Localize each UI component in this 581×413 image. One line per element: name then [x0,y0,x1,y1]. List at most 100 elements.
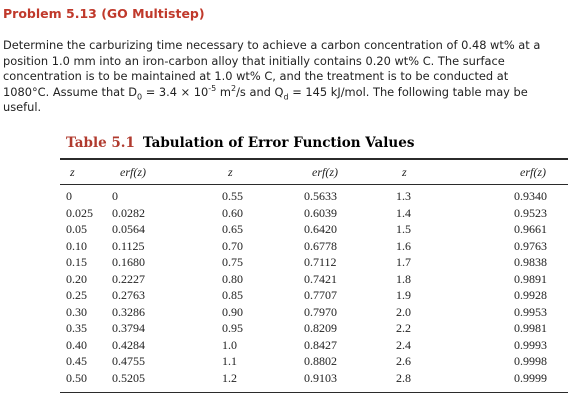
cell-erf: 0.9998 [514,354,547,368]
cell-erf: 0.8427 [304,337,337,352]
cell-erf: 0 [112,189,118,203]
cell-erf: 0.9523 [514,205,547,220]
header-erf: erf(z) [312,164,338,179]
cell-z: 1.1 [222,354,237,368]
cell-erf: 0.5633 [304,189,337,203]
header-z: z [228,164,233,179]
header-z: z [70,164,75,179]
table-body: 0 0 0.55 0.5633 1.3 0.9340 0.025 0.0282 0.60 0.60… [60,184,568,386]
table-title: Table 5.1 Tabulation of Error Function Va… [66,135,414,151]
table-number: Table 5.1 [66,135,135,151]
error-function-table: z erf(z) z erf(z) z erf(z) 0 0 0.55 0.5633 1… [60,160,568,386]
cell-z: 0.75 [222,255,243,269]
cell-z: 1.0 [222,337,237,352]
cell-erf: 0.5205 [112,370,145,385]
problem-title: Problem 5.13 (GO Multistep) [3,6,205,21]
statement-line-4: 1080°C. Assume that D0 = 3.4 × 10-5 m2/s… [3,83,528,102]
cell-erf: 0.9838 [514,255,547,269]
cell-z: 2.2 [396,321,411,335]
cell-z: 2.8 [396,370,411,385]
cell-z: 0.025 [66,205,93,220]
cell-z: 1.2 [222,370,237,385]
cell-z: 0.45 [66,354,87,368]
cell-erf: 0.9661 [514,222,547,236]
statement-qd-text: /s and Q [236,84,284,99]
statement-qd-value: = 145 kJ/mol. The following table may be [288,84,528,99]
cell-erf: 0.2763 [112,288,145,302]
cell-erf: 0.1680 [112,255,145,269]
cell-z: 1.3 [396,189,411,203]
table-header-row: z erf(z) z erf(z) z erf(z) [60,160,568,184]
cell-z: 2.4 [396,337,411,352]
table-row: 0.50 0.5205 1.2 0.9103 2.8 0.9999 [60,370,568,387]
cell-erf: 0.1125 [112,238,145,253]
table-row: 0.35 0.3794 0.95 0.8209 2.2 0.9981 [60,320,568,337]
header-erf: erf(z) [120,164,146,179]
table-row: 0 0 0.55 0.5633 1.3 0.9340 [60,184,568,205]
cell-z: 0.50 [66,370,87,385]
cell-z: 1.5 [396,222,411,236]
cell-z: 0.05 [66,222,87,236]
table-row: 0.10 0.1125 0.70 0.6778 1.6 0.9763 [60,238,568,255]
table-row: 0.30 0.3286 0.90 0.7970 2.0 0.9953 [60,304,568,321]
cell-z: 0.30 [66,304,87,319]
table-row: 0.025 0.0282 0.60 0.6039 1.4 0.9523 [60,205,568,222]
cell-erf: 0.9891 [514,271,547,286]
cell-erf: 0.8209 [304,321,337,335]
cell-z: 0.80 [222,271,243,286]
statement-line-1: Determine the carburizing time necessary… [3,38,541,52]
statement-line-3: concentration is to be maintained at 1.0… [3,69,509,84]
cell-z: 1.8 [396,271,411,286]
cell-erf: 0.7970 [304,304,337,319]
cell-z: 0.95 [222,321,243,335]
cell-erf: 0.7112 [304,255,337,269]
cell-erf: 0.0282 [112,205,145,220]
activation-subscript: d [283,92,289,102]
cell-z: 0.20 [66,271,87,286]
table-top-rule [60,158,568,160]
statement-d0-value: = 3.4 × 10 [142,84,209,99]
cell-z: 0.40 [66,337,87,352]
table-row: 0.40 0.4284 1.0 0.8427 2.4 0.9993 [60,337,568,354]
exponent-superscript: -5 [208,83,217,93]
cell-erf: 0.3286 [112,304,145,319]
cell-erf: 0.9928 [514,288,547,302]
table-row: 0.05 0.0564 0.65 0.6420 1.5 0.9661 [60,221,568,238]
cell-erf: 0.6778 [304,238,337,253]
table-row: 0.15 0.1680 0.75 0.7112 1.7 0.9838 [60,254,568,271]
statement-line-2: position 1.0 mm into an iron-carbon allo… [3,53,505,68]
statement-temp-text: 1080°C. Assume that D [3,84,138,99]
cell-z: 2.0 [396,304,411,319]
diffusivity-subscript: 0 [137,92,143,102]
cell-z: 0.70 [222,238,243,253]
cell-z: 1.9 [396,288,411,302]
cell-erf: 0.9981 [514,321,547,335]
header-z: z [402,164,407,179]
statement-unit-m: m [216,84,231,99]
cell-z: 0.25 [66,288,87,302]
cell-z: 0.65 [222,222,243,236]
table-row: 0.20 0.2227 0.80 0.7421 1.8 0.9891 [60,271,568,288]
cell-erf: 0.6039 [304,205,337,220]
cell-z: 0.35 [66,321,87,335]
cell-erf: 0.0564 [112,222,145,236]
problem-statement: Determine the carburizing time necessary… [3,38,577,116]
cell-erf: 0.4284 [112,337,145,352]
table-header-rule [60,184,568,185]
table-row: 0.45 0.4755 1.1 0.8802 2.6 0.9998 [60,353,568,370]
cell-z: 1.4 [396,205,411,220]
cell-erf: 0.4755 [112,354,145,368]
cell-z: 0.10 [66,238,87,253]
cell-z: 1.6 [396,238,411,253]
table-row: 0.25 0.2763 0.85 0.7707 1.9 0.9928 [60,287,568,304]
cell-erf: 0.7421 [304,271,337,286]
cell-erf: 0.9993 [514,337,547,352]
cell-erf: 0.9953 [514,304,547,319]
cell-z: 1.7 [396,255,411,269]
cell-erf: 0.3794 [112,321,145,335]
cell-z: 0.90 [222,304,243,319]
table-bottom-rule [60,392,568,393]
cell-erf: 0.2227 [112,271,145,286]
table-caption: Tabulation of Error Function Values [142,135,415,151]
cell-erf: 0.8802 [304,354,337,368]
